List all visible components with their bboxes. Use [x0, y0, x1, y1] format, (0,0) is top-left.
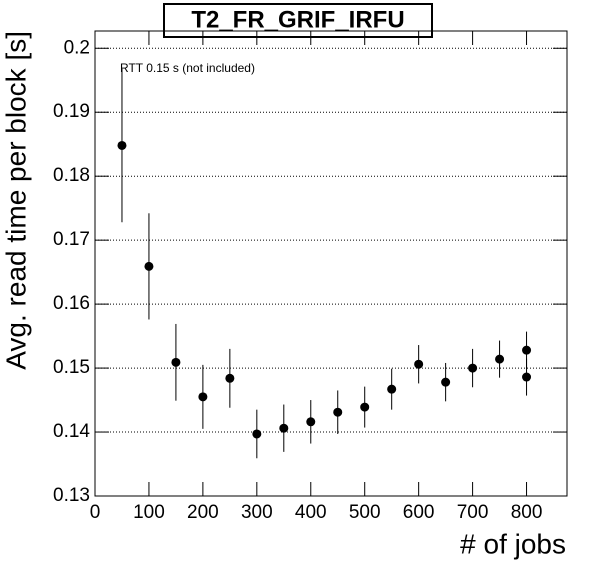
annotation: RTT 0.15 s (not included) [120, 61, 255, 75]
data-point [441, 377, 451, 387]
y-tick-label: 0.17 [53, 229, 90, 250]
x-tick-label: 800 [511, 502, 543, 523]
data-point [387, 384, 397, 394]
data-point [495, 354, 505, 364]
x-tick-label: 100 [133, 502, 165, 523]
x-tick-label: 700 [457, 502, 489, 523]
data-point [144, 261, 154, 271]
x-tick-label: 300 [241, 502, 273, 523]
y-tick-label: 0.16 [53, 293, 90, 314]
data-point [252, 429, 262, 439]
data-point [522, 372, 532, 382]
data-point [468, 363, 478, 373]
x-tick-label: 600 [403, 502, 435, 523]
x-tick-label: 400 [295, 502, 327, 523]
y-tick-label: 0.18 [53, 165, 90, 186]
data-point [279, 423, 289, 433]
data-point [225, 373, 235, 383]
y-tick-label: 0.19 [53, 101, 90, 122]
y-tick-label: 0.14 [53, 421, 90, 442]
y-axis-label: Avg. read time per block [s] [0, 31, 31, 370]
data-point [117, 140, 127, 150]
x-tick-label: 200 [187, 502, 219, 523]
x-axis-label: # of jobs [460, 528, 566, 559]
data-point [333, 407, 343, 417]
y-tick-label: 0.15 [53, 357, 90, 378]
data-point [360, 402, 370, 412]
data-point [414, 359, 424, 369]
x-tick-label: 500 [349, 502, 381, 523]
data-point [171, 357, 181, 367]
data-point [306, 417, 316, 427]
plot-frame [94, 30, 568, 497]
data-point [198, 392, 208, 402]
y-tick-label: 0.13 [53, 485, 90, 506]
x-tick-label: 0 [90, 502, 101, 523]
chart-title: T2_FR_GRIF_IRFU [191, 6, 404, 33]
data-point [522, 345, 532, 355]
y-tick-label: 0.2 [64, 37, 90, 58]
